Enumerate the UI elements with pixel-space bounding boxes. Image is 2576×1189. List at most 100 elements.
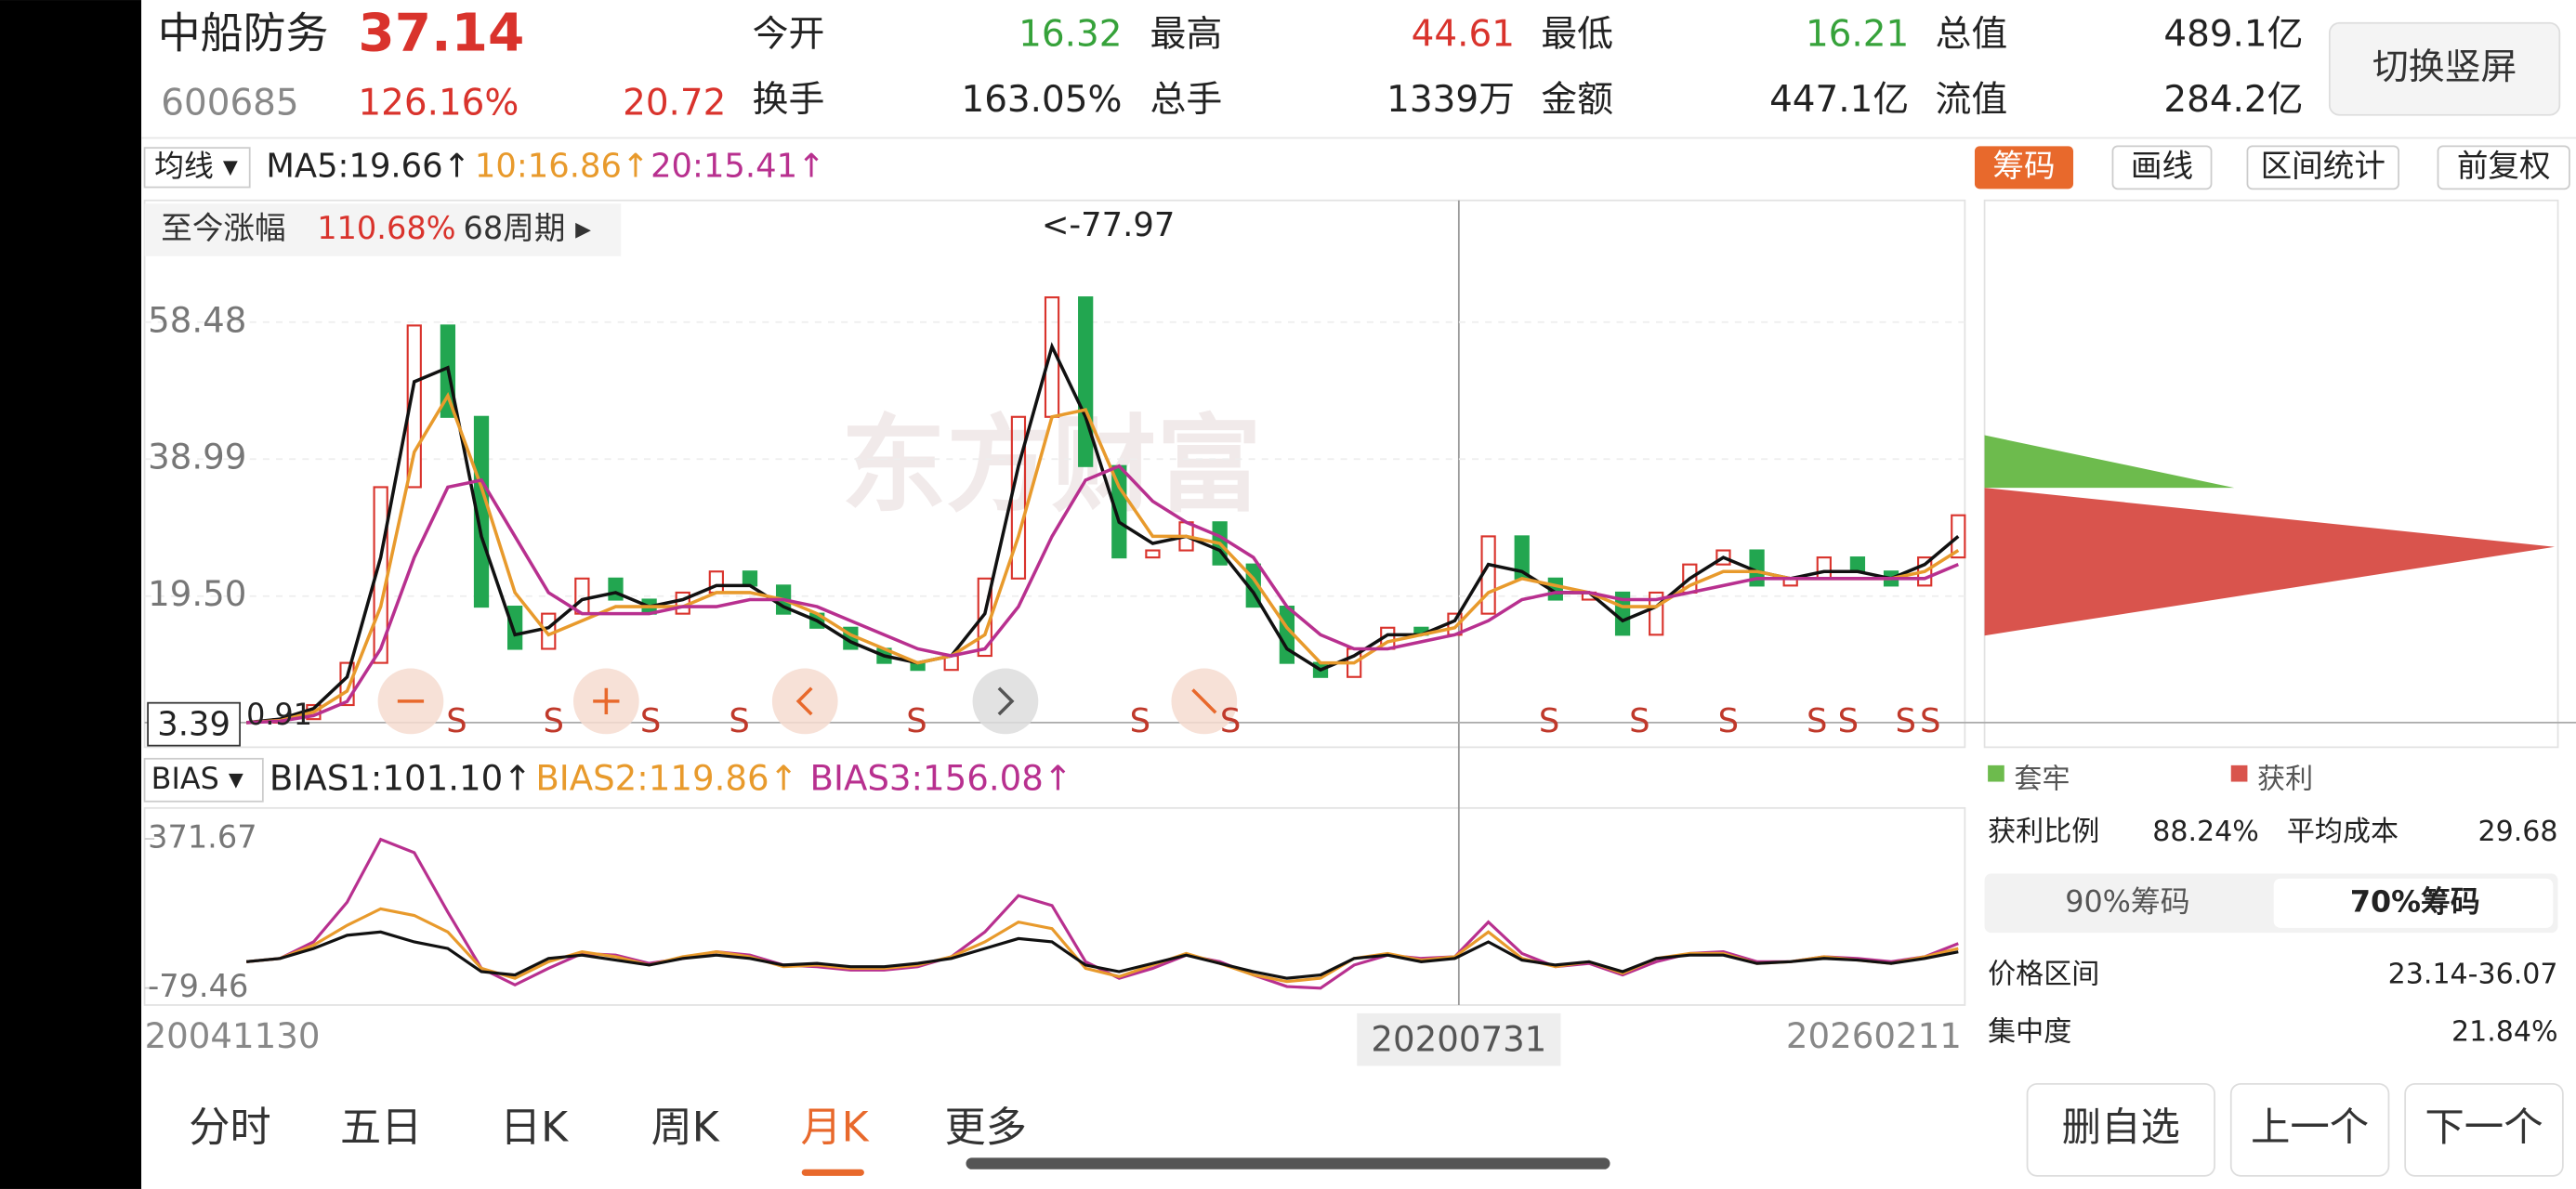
chip-profit-area xyxy=(1984,488,2556,636)
toggle-active[interactable] xyxy=(2273,878,2554,928)
field-value: 16.21 xyxy=(1806,13,1909,55)
candle xyxy=(1849,556,1866,573)
bias-menu[interactable]: BIAS ▾ xyxy=(151,761,243,796)
stock-price: 37.14 xyxy=(358,3,524,64)
field-label: 换手 xyxy=(753,79,825,121)
period-tab[interactable]: 五日 xyxy=(340,1104,422,1151)
tool-tab[interactable]: 区间统计 xyxy=(2261,148,2385,184)
field-label: 最高 xyxy=(1150,13,1223,55)
candle xyxy=(1649,591,1664,636)
legend-label: 获利 xyxy=(2257,763,2313,795)
tool-tab[interactable]: 筹码 xyxy=(1992,148,2055,184)
field-label: 金额 xyxy=(1541,79,1613,121)
range-box xyxy=(144,203,622,256)
bias-tick-label: 371.67 xyxy=(148,819,257,856)
range-label: 至今涨幅 xyxy=(161,210,285,246)
candle xyxy=(507,606,523,650)
cursor-price: 3.39 xyxy=(157,705,230,743)
sell-signal: S xyxy=(1920,702,1940,740)
sell-signal: S xyxy=(1539,702,1559,740)
candle xyxy=(708,570,724,594)
sell-signal: S xyxy=(1629,702,1649,740)
tab-active-bg[interactable] xyxy=(1974,146,2074,189)
period-tab[interactable]: 月K xyxy=(800,1104,869,1151)
date-cursor-bg xyxy=(1357,1013,1561,1066)
ma10-line xyxy=(246,391,1960,725)
period-tab[interactable]: 周K xyxy=(651,1104,720,1151)
field-value: 447.1亿 xyxy=(1769,79,1909,121)
field-label: 总值 xyxy=(1936,13,2008,55)
bias2-label: BIAS2:119.86↑ xyxy=(535,758,797,798)
candle xyxy=(1951,514,1966,559)
date-label: 20260211 xyxy=(1786,1016,1962,1056)
candle xyxy=(608,577,624,601)
bias3-line xyxy=(246,837,1959,990)
candle xyxy=(1078,296,1094,467)
candle xyxy=(1715,549,1731,566)
chip-row-value: 29.68 xyxy=(2478,816,2558,848)
field-value: 1339万 xyxy=(1387,79,1515,121)
legend-swatch xyxy=(1988,764,2004,782)
chart-tools[interactable] xyxy=(377,668,1238,735)
ma5-line xyxy=(245,342,1960,725)
bias1-label: BIAS1:101.10↑ xyxy=(269,758,532,798)
bias3-label: BIAS3:156.08↑ xyxy=(810,758,1072,798)
candle xyxy=(1816,556,1832,580)
chip-row-value: 88.24% xyxy=(2152,816,2259,848)
field-label: 最低 xyxy=(1541,13,1613,55)
button-bg[interactable] xyxy=(2026,1082,2215,1177)
period-tab[interactable]: 分时 xyxy=(189,1104,270,1151)
sell-signal: S xyxy=(906,702,927,740)
max-label: <-77.97 xyxy=(1042,206,1176,244)
toggle-option[interactable]: 70%筹码 xyxy=(2350,883,2480,919)
scrollbar xyxy=(966,1157,1610,1169)
tool-tab[interactable]: 画线 xyxy=(2131,148,2193,184)
field-value: 163.05% xyxy=(961,79,1122,121)
chip-row-label: 平均成本 xyxy=(2287,816,2399,848)
tool-tab[interactable]: 前复权 xyxy=(2457,148,2551,184)
field-value: 16.32 xyxy=(1019,13,1122,55)
action-button[interactable]: 上一个 xyxy=(2251,1105,2369,1151)
tab-bg[interactable] xyxy=(2437,145,2570,190)
chart-tool[interactable] xyxy=(972,668,1039,735)
date-label: 20041130 xyxy=(145,1016,321,1056)
sell-signal: S xyxy=(729,702,749,740)
chip-loss-area xyxy=(1984,435,2235,489)
ma5-label: MA5:19.66↑ xyxy=(266,147,470,185)
period-tab[interactable]: 更多 xyxy=(945,1104,1027,1151)
candle xyxy=(742,570,758,587)
date-cursor: 20200731 xyxy=(1371,1019,1546,1059)
left-bezel xyxy=(0,0,142,1189)
tab-bg[interactable] xyxy=(2111,145,2213,190)
ma-menu-box[interactable] xyxy=(143,147,251,189)
button-bg[interactable] xyxy=(2404,1082,2564,1177)
period-tab[interactable]: 日K xyxy=(500,1104,569,1151)
bias-frame xyxy=(143,806,1966,1006)
ma10-label: 10:16.86↑ xyxy=(475,147,650,185)
tool-icon xyxy=(997,686,1015,716)
sell-signal: S xyxy=(1838,702,1859,740)
ma20-label: 20:15.41↑ xyxy=(651,147,825,185)
y-tick-label: 38.99 xyxy=(148,438,246,477)
field-label: 总手 xyxy=(1150,79,1223,121)
ma-menu[interactable]: 均线 ▾ xyxy=(154,148,238,183)
action-button[interactable]: 删自选 xyxy=(2062,1105,2180,1151)
bias-menu-box[interactable] xyxy=(143,757,264,803)
chip-row-label: 获利比例 xyxy=(1988,816,2099,848)
legend-swatch xyxy=(2230,764,2248,782)
toggle-option[interactable]: 90%筹码 xyxy=(2065,883,2189,919)
candle xyxy=(406,324,422,489)
sell-signal: S xyxy=(446,702,467,740)
tab-bg[interactable] xyxy=(2246,145,2399,190)
sell-signal: S xyxy=(1718,702,1739,740)
switch-button[interactable] xyxy=(2328,21,2561,116)
sell-signal: S xyxy=(1895,702,1915,740)
button-bg[interactable] xyxy=(2229,1082,2390,1177)
switch-button-label[interactable]: 切换竖屏 xyxy=(2372,46,2517,88)
action-button[interactable]: 下一个 xyxy=(2425,1105,2543,1151)
sell-signal: S xyxy=(1220,702,1241,740)
range-periods: 68周期 ▸ xyxy=(464,210,592,246)
tool-icons xyxy=(397,686,1217,716)
